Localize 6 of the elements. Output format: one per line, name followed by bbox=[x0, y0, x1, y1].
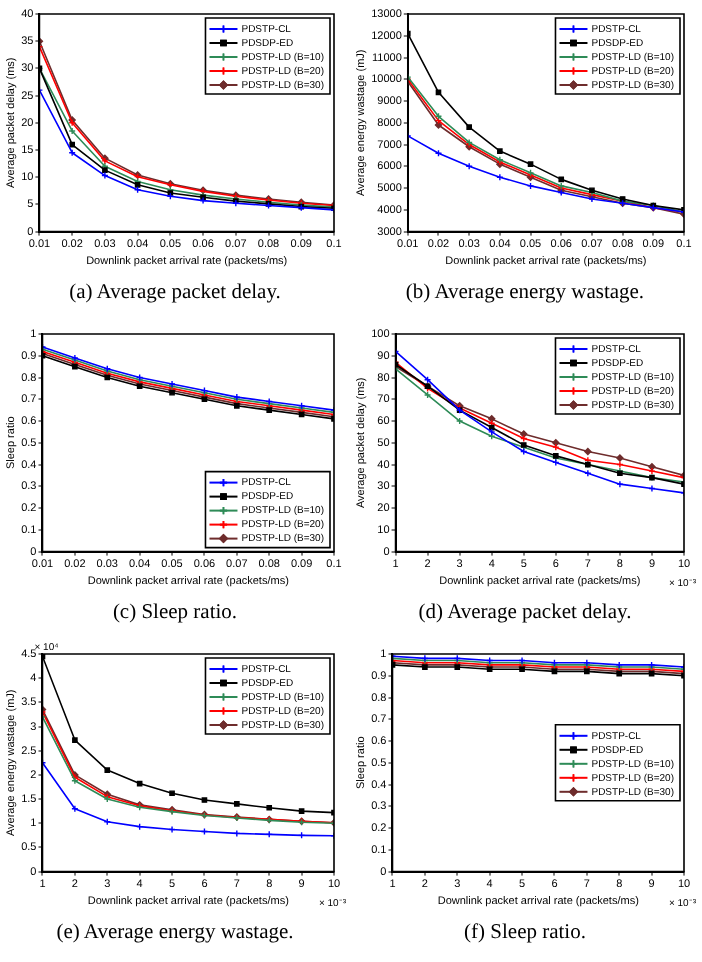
text: (a) Average packet delay. bbox=[67, 280, 283, 308]
text: (f) Sleep ratio. bbox=[462, 920, 588, 948]
text: (c) Sleep ratio. bbox=[110, 600, 240, 628]
text: (d) Average packet delay. bbox=[416, 600, 634, 628]
text: (b) Average energy wastage. bbox=[403, 280, 647, 308]
text: (e) Average energy wastage. bbox=[54, 920, 296, 948]
